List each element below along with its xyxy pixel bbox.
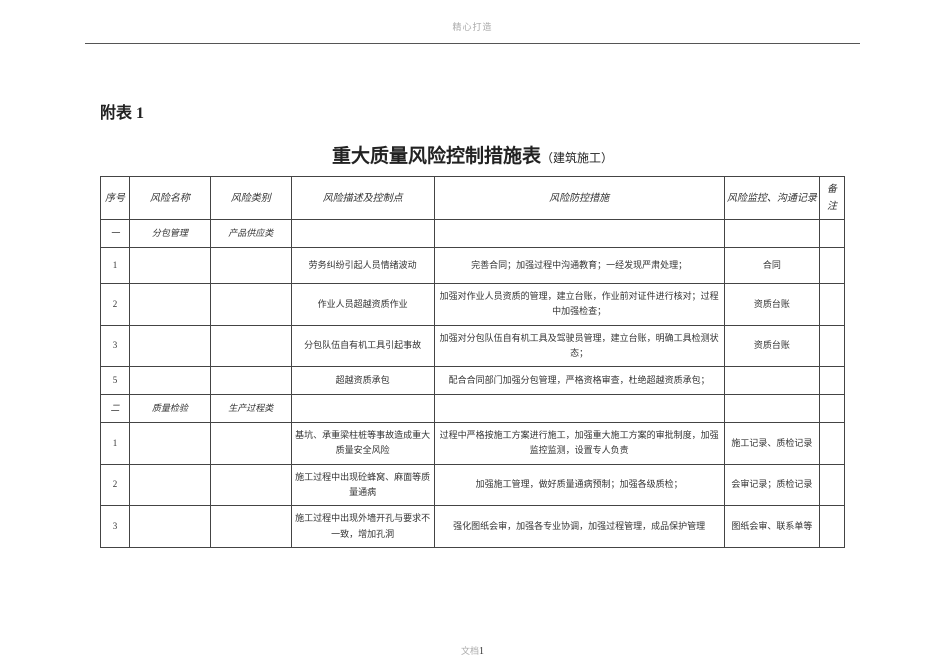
cell-type (210, 423, 291, 465)
cell-desc: 超越资质承包 (291, 367, 434, 395)
footer-page-number: 1 (479, 646, 484, 657)
cell-record: 资质台账 (724, 325, 819, 367)
table-row: 2 施工过程中出现砼蜂窝、麻面等质量通病 加强施工管理，做好质量通病预制；加强各… (101, 464, 845, 506)
cell-seq: 一 (101, 220, 130, 248)
cell-name (130, 464, 211, 506)
cell-type: 生产过程类 (210, 395, 291, 423)
table-title: 重大质量风险控制措施表（建筑施工） (100, 141, 845, 168)
table-row: 二 质量检验 生产过程类 (101, 395, 845, 423)
page-content: 附表 1 重大质量风险控制措施表（建筑施工） 序号 风险名称 风险类别 风险描述… (0, 44, 945, 548)
cell-seq: 2 (101, 464, 130, 506)
cell-note (820, 248, 845, 284)
cell-measure: 过程中严格按施工方案进行施工，加强重大施工方案的审批制度，加强监控监测，设置专人… (434, 423, 724, 465)
col-type: 风险类别 (210, 177, 291, 220)
cell-name: 质量检验 (130, 395, 211, 423)
cell-record (724, 395, 819, 423)
cell-desc: 施工过程中出现外墙开孔与要求不一致，增加孔洞 (291, 506, 434, 548)
table-row: 5 超越资质承包 配合合同部门加强分包管理，严格资格审查，杜绝超越资质承包； (101, 367, 845, 395)
cell-note (820, 423, 845, 465)
table-row: 3 施工过程中出现外墙开孔与要求不一致，增加孔洞 强化图纸会审，加强各专业协调，… (101, 506, 845, 548)
cell-desc: 劳务纠纷引起人员情绪波动 (291, 248, 434, 284)
cell-type (210, 325, 291, 367)
cell-measure: 强化图纸会审，加强各专业协调，加强过程管理，成品保护管理 (434, 506, 724, 548)
cell-note (820, 220, 845, 248)
table-row: 3 分包队伍自有机工具引起事故 加强对分包队伍自有机工具及驾驶员管理，建立台账，… (101, 325, 845, 367)
col-note: 备注 (820, 177, 845, 220)
cell-type (210, 506, 291, 548)
cell-record: 合同 (724, 248, 819, 284)
cell-name (130, 248, 211, 284)
cell-desc: 分包队伍自有机工具引起事故 (291, 325, 434, 367)
cell-type: 产品供应类 (210, 220, 291, 248)
table-row: 一 分包管理 产品供应类 (101, 220, 845, 248)
cell-desc (291, 395, 434, 423)
col-record: 风险监控、沟通记录 (724, 177, 819, 220)
col-desc: 风险描述及控制点 (291, 177, 434, 220)
cell-seq: 2 (101, 284, 130, 326)
cell-note (820, 464, 845, 506)
cell-type (210, 248, 291, 284)
col-seq: 序号 (101, 177, 130, 220)
cell-type (210, 284, 291, 326)
cell-note (820, 506, 845, 548)
page-footer: 文档1 (0, 644, 945, 657)
cell-name (130, 423, 211, 465)
cell-note (820, 367, 845, 395)
cell-type (210, 367, 291, 395)
cell-seq: 3 (101, 506, 130, 548)
cell-record: 会审记录；质检记录 (724, 464, 819, 506)
table-row: 1 劳务纠纷引起人员情绪波动 完善合同；加强过程中沟通教育；一经发现严肃处理； … (101, 248, 845, 284)
cell-name (130, 367, 211, 395)
cell-record: 施工记录、质检记录 (724, 423, 819, 465)
title-main: 重大质量风险控制措施表 (332, 146, 541, 167)
cell-measure (434, 220, 724, 248)
cell-desc (291, 220, 434, 248)
cell-name: 分包管理 (130, 220, 211, 248)
col-name: 风险名称 (130, 177, 211, 220)
title-sub: （建筑施工） (541, 151, 613, 165)
cell-desc: 作业人员超越资质作业 (291, 284, 434, 326)
attachment-label: 附表 1 (100, 99, 845, 123)
cell-seq: 二 (101, 395, 130, 423)
table-row: 2 作业人员超越资质作业 加强对作业人员资质的管理，建立台账，作业前对证件进行核… (101, 284, 845, 326)
cell-name (130, 506, 211, 548)
cell-measure: 完善合同；加强过程中沟通教育；一经发现严肃处理； (434, 248, 724, 284)
cell-record: 图纸会审、联系单等 (724, 506, 819, 548)
cell-desc: 施工过程中出现砼蜂窝、麻面等质量通病 (291, 464, 434, 506)
cell-note (820, 284, 845, 326)
cell-measure (434, 395, 724, 423)
cell-type (210, 464, 291, 506)
cell-measure: 加强施工管理，做好质量通病预制；加强各级质检； (434, 464, 724, 506)
cell-note (820, 395, 845, 423)
table-row: 1 基坑、承重梁柱桩等事故造成重大质量安全风险 过程中严格按施工方案进行施工，加… (101, 423, 845, 465)
cell-desc: 基坑、承重梁柱桩等事故造成重大质量安全风险 (291, 423, 434, 465)
cell-note (820, 325, 845, 367)
cell-measure: 加强对分包队伍自有机工具及驾驶员管理，建立台账，明确工具检测状态； (434, 325, 724, 367)
cell-name (130, 325, 211, 367)
page-header-text: 精心打造 (0, 0, 945, 33)
cell-record (724, 220, 819, 248)
cell-record: 资质台账 (724, 284, 819, 326)
cell-seq: 1 (101, 423, 130, 465)
risk-table: 序号 风险名称 风险类别 风险描述及控制点 风险防控措施 风险监控、沟通记录 备… (100, 176, 845, 548)
cell-record (724, 367, 819, 395)
col-measure: 风险防控措施 (434, 177, 724, 220)
cell-seq: 3 (101, 325, 130, 367)
cell-name (130, 284, 211, 326)
cell-measure: 配合合同部门加强分包管理，严格资格审查，杜绝超越资质承包； (434, 367, 724, 395)
table-header-row: 序号 风险名称 风险类别 风险描述及控制点 风险防控措施 风险监控、沟通记录 备… (101, 177, 845, 220)
footer-label: 文档 (461, 646, 479, 656)
cell-measure: 加强对作业人员资质的管理，建立台账，作业前对证件进行核对；过程中加强检查； (434, 284, 724, 326)
cell-seq: 5 (101, 367, 130, 395)
cell-seq: 1 (101, 248, 130, 284)
